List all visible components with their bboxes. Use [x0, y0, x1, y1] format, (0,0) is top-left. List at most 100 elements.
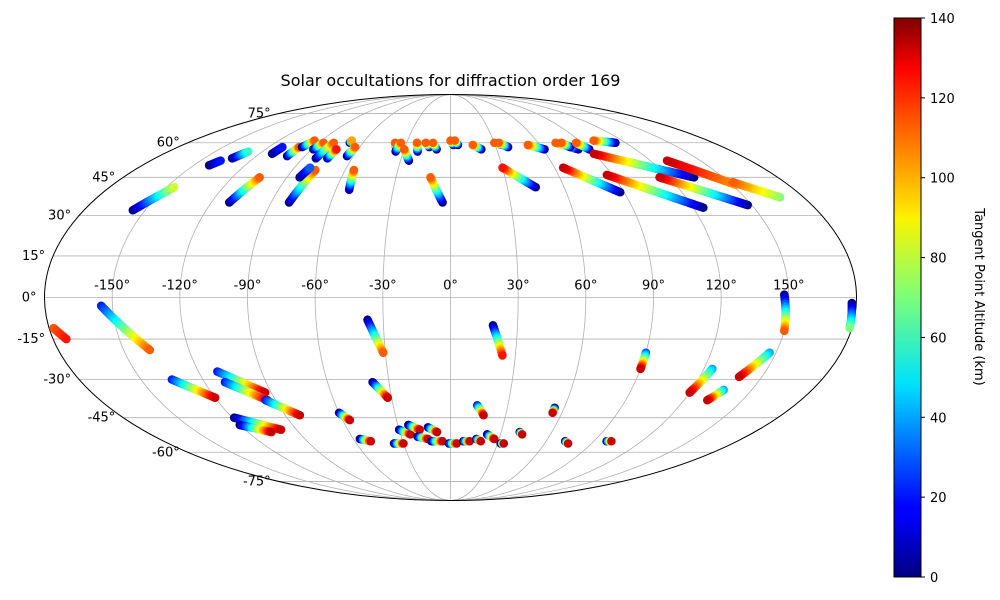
colorbar-tick-label: 80 [930, 252, 947, 267]
occultation-point [468, 140, 478, 150]
chart-title: Solar occultations for diffraction order… [281, 71, 621, 90]
latitude-tick-label: -45° [88, 411, 116, 426]
latitude-tick-label: 60° [157, 136, 180, 151]
occultation-point [489, 434, 499, 444]
occultation-point [845, 323, 854, 333]
occultation-point [703, 395, 712, 405]
occultation-point [589, 149, 599, 159]
occultation-point [728, 177, 738, 187]
longitude-gridline [450, 94, 587, 501]
longitude-tick-label: 30° [507, 279, 530, 294]
latitude-tick-label: -30° [43, 373, 71, 388]
latitude-tick-label: 0° [22, 291, 37, 306]
colorbar-tick-label: 100 [930, 172, 955, 187]
longitude-tick-label: -120° [162, 279, 198, 294]
longitude-tick-label: 120° [706, 279, 737, 294]
latitude-tick-label: 45° [92, 170, 115, 185]
longitude-tick-label: -60° [301, 279, 329, 294]
occultation-point [278, 142, 287, 152]
map-boundary [44, 94, 857, 501]
longitude-tick-label: 90° [642, 279, 665, 294]
occultation-point [255, 173, 264, 182]
occultation-point [571, 138, 581, 148]
occultation-point [498, 163, 507, 172]
occultation-point [589, 136, 598, 145]
occultation-point [602, 170, 612, 180]
occultation-point [244, 147, 253, 156]
occultation-point [345, 415, 355, 425]
occultation-point [479, 410, 488, 420]
longitude-tick-labels: -150° -120° -90° -60° -30° 0° 30° 60° 90° 120° 150… [94, 279, 804, 294]
latitude-tick-label: -15° [17, 332, 45, 347]
colorbar-tick-label: 40 [930, 411, 947, 426]
colorbar: 0 20 40 60 80 100 120 140 Tangent Point Altitud… [893, 12, 986, 586]
occultation-point [636, 364, 645, 374]
longitude-tick-label: 60° [574, 279, 597, 294]
occultation-point [366, 436, 376, 446]
longitude-tick-label: -150° [94, 279, 130, 294]
occultation-point [350, 142, 360, 152]
occultation-point [216, 156, 225, 165]
occultation-point [494, 138, 503, 148]
longitude-tick-label: -30° [369, 279, 397, 294]
occultation-point [332, 144, 341, 154]
colorbar-tick-label: 120 [930, 92, 955, 107]
occultation-point [779, 326, 789, 336]
colorbar-tick-label: 20 [930, 491, 947, 506]
occultation-point [548, 408, 557, 418]
occultation-point [655, 173, 664, 182]
occultation-point [498, 351, 507, 360]
occultation-point [210, 393, 220, 402]
occultation-point [169, 182, 179, 192]
occultation-point [412, 138, 422, 148]
longitude-tick-label: 0° [443, 279, 458, 294]
occultation-point [685, 388, 694, 397]
occultation-point [432, 427, 442, 437]
occultation-point [396, 138, 406, 148]
occultation-point [406, 430, 415, 439]
occultation-point [421, 138, 430, 148]
occultation-point [558, 163, 568, 172]
occultation-point [378, 348, 388, 358]
latitude-tick-label: -60° [152, 445, 180, 460]
occultation-point [145, 345, 155, 355]
occultation-point [734, 372, 744, 382]
colorbar-tick-label: 140 [930, 12, 955, 27]
longitude-gridline [382, 94, 451, 501]
occultation-point [399, 439, 408, 448]
occultation-point [428, 138, 438, 148]
occultation-point [305, 163, 315, 172]
occultation-point [329, 138, 339, 148]
occultation-point [347, 136, 357, 145]
occultation-points [49, 136, 857, 448]
longitude-tick-label: -90° [234, 279, 262, 294]
colorbar-label: Tangent Point Altitude (km) [971, 207, 986, 385]
occultation-point [662, 156, 672, 165]
latitude-tick-label: 30° [48, 208, 71, 223]
occultation-point [499, 439, 509, 448]
occultation-point [276, 425, 286, 434]
occultation-point [450, 136, 460, 145]
occultation-point [383, 393, 393, 402]
colorbar-tick-label: 60 [930, 331, 947, 346]
longitude-gridline [111, 94, 451, 501]
latitude-tick-label: 75° [248, 107, 271, 122]
colorbar-tick-label: 0 [930, 571, 938, 586]
longitude-gridline [314, 94, 451, 501]
occultation-point [523, 140, 533, 150]
colorbar-ticks: 0 20 40 60 80 100 120 140 [921, 12, 955, 586]
occultation-point [62, 334, 71, 344]
occultation-point [415, 425, 424, 434]
longitude-tick-label: 150° [773, 279, 804, 294]
occultation-point [563, 439, 573, 448]
occultation-point [399, 144, 409, 154]
occultation-point [517, 430, 527, 439]
occultation-point [426, 173, 435, 182]
occultation-point [349, 165, 359, 175]
occultation-point [452, 439, 462, 448]
latitude-tick-label: -75° [243, 474, 271, 489]
longitude-gridline [179, 94, 451, 501]
occultation-point [465, 436, 474, 446]
